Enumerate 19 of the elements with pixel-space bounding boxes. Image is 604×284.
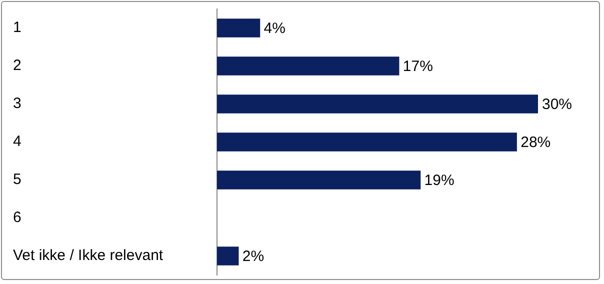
bar (217, 94, 538, 114)
y-tick-label: 4 (13, 133, 22, 150)
data-label: 28% (520, 134, 551, 152)
data-label: 4% (264, 20, 286, 38)
bar (217, 18, 260, 38)
bar (217, 246, 239, 266)
bar (217, 170, 421, 190)
y-tick-label: 3 (13, 95, 22, 112)
y-tick-label: 5 (13, 171, 22, 188)
y-tick-label: Vet ikke / Ikke relevant (13, 247, 164, 264)
data-label: 30% (542, 96, 572, 114)
data-label: 2% (242, 248, 264, 266)
data-label: 17% (402, 58, 433, 76)
bar (217, 56, 400, 76)
y-tick-label: 2 (13, 57, 22, 74)
bar (217, 132, 517, 152)
y-tick-label: 1 (13, 19, 22, 36)
y-tick-label: 6 (13, 209, 22, 226)
data-label: 19% (424, 172, 454, 190)
